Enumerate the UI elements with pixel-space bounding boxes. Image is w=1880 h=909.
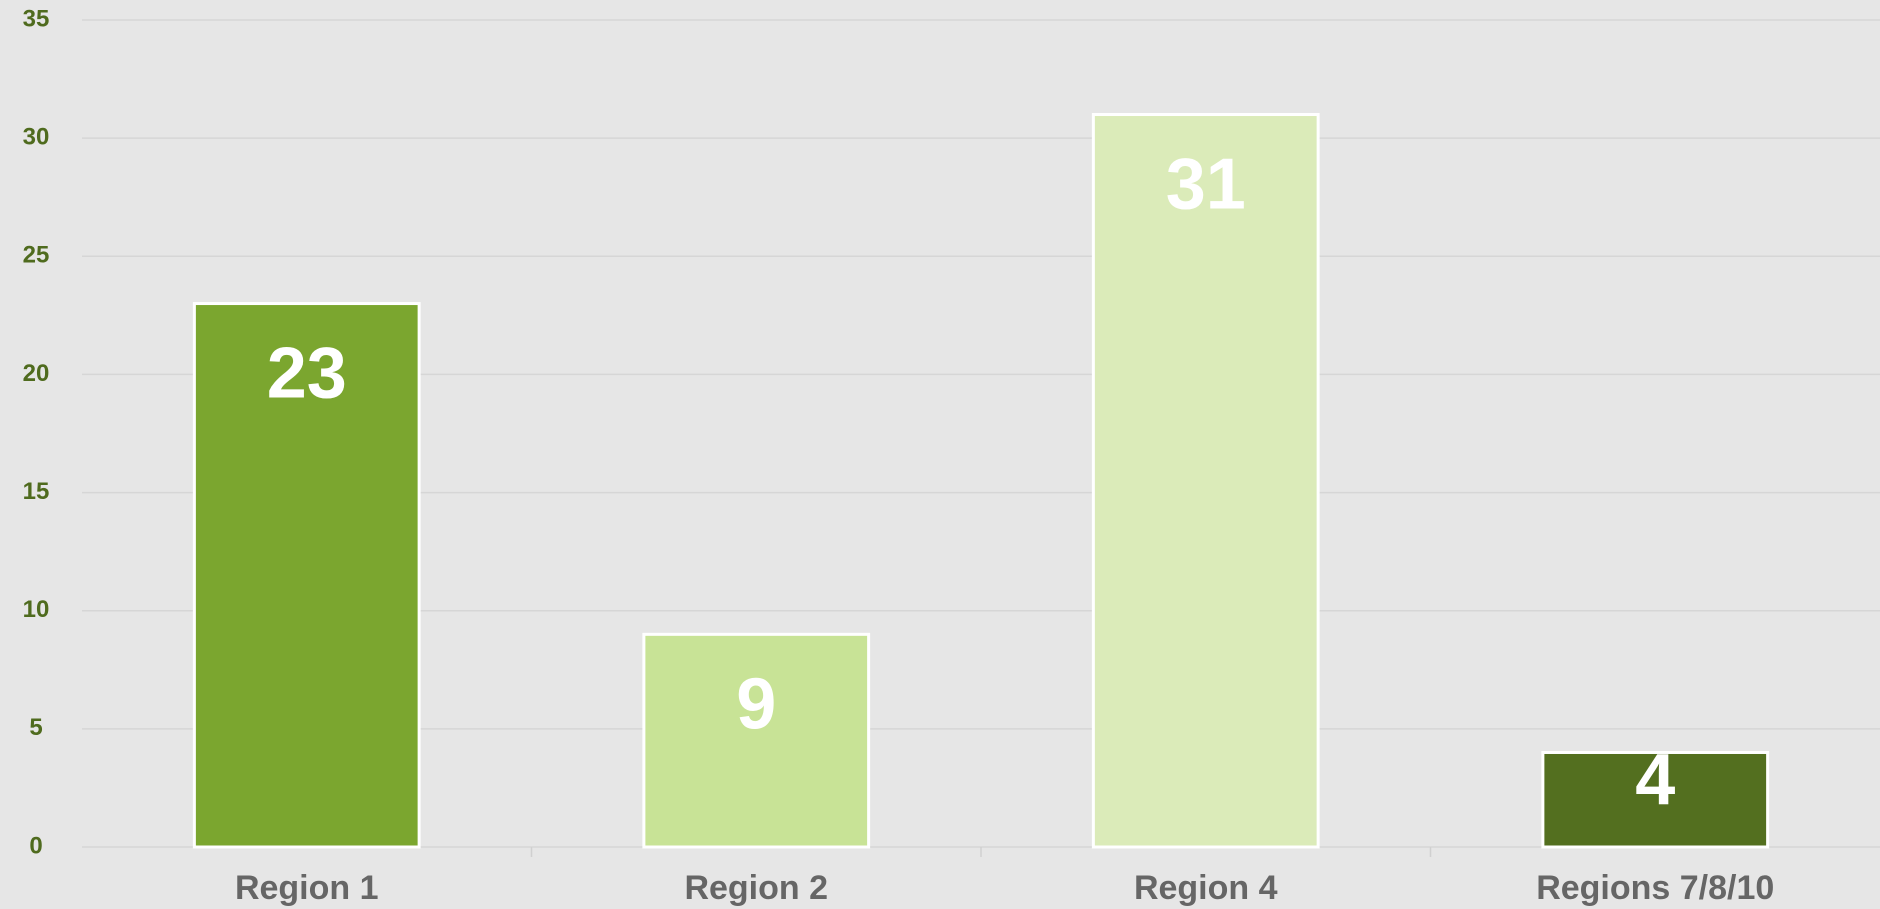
y-tick-label: 5 — [29, 714, 42, 741]
data-label: 4 — [1635, 740, 1675, 820]
bar — [1541, 750, 1770, 849]
x-tick-label: Regions 7/8/10 — [1536, 869, 1774, 907]
y-tick-label: 35 — [23, 5, 50, 32]
bar — [642, 632, 871, 849]
y-tick-label: 25 — [23, 242, 50, 269]
y-tick-label: 15 — [23, 478, 50, 505]
x-tick-label: Region 1 — [235, 869, 379, 907]
bar — [192, 302, 421, 849]
data-label: 23 — [267, 334, 347, 414]
data-label: 31 — [1166, 145, 1246, 225]
bar — [1091, 113, 1320, 849]
y-tick-label: 0 — [29, 832, 42, 859]
x-tick-label: Region 2 — [684, 869, 828, 907]
x-tick-label: Region 4 — [1134, 869, 1278, 907]
y-tick-label: 10 — [23, 596, 50, 623]
y-tick-label: 30 — [23, 123, 50, 150]
y-tick-label: 20 — [23, 360, 50, 387]
data-label: 9 — [736, 664, 776, 744]
